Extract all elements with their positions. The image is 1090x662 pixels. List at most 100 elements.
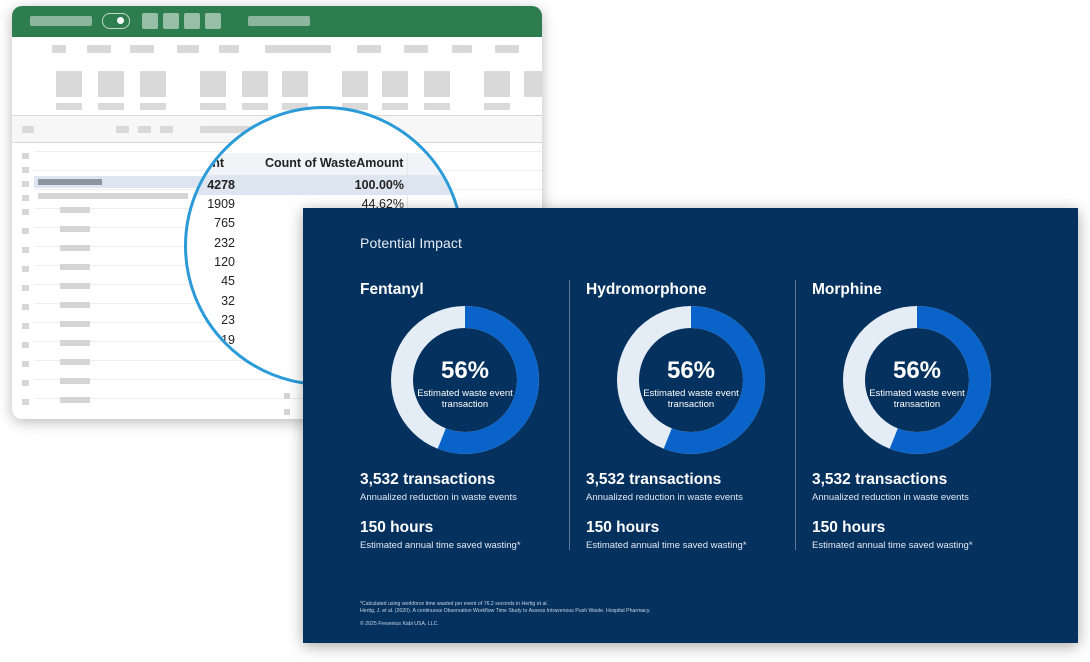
transactions-value: 3,532 transactions [360,471,496,488]
row-label [60,283,90,289]
pivot-row-count: 765 [214,216,235,230]
drug-name: Hydromorphone [586,281,707,298]
row-label [60,340,90,346]
toolbar-icon[interactable] [142,13,158,29]
ribbon-button[interactable] [484,71,510,97]
titlebar-placeholder [30,16,92,26]
drug-column-hydromorphone: Hydromorphone 56% Estimated waste event … [586,208,806,643]
row-label [38,179,102,185]
pivot-total-count: 4278 [207,178,235,192]
toolbar-icon[interactable] [163,13,179,29]
ribbon-label [140,103,166,110]
ribbon-button[interactable] [524,71,542,97]
donut-chart: 56% Estimated waste event transaction [616,305,766,455]
hours-description: Estimated annual time saved wasting* [812,540,973,551]
row-label [60,207,90,213]
drug-column-morphine: Morphine 56% Estimated waste event trans… [812,208,1032,643]
transactions-description: Annualized reduction in waste events [812,492,969,503]
row-label [60,359,90,365]
ribbon-tab[interactable] [495,45,519,53]
donut-arc [617,306,765,454]
ribbon-tab[interactable] [87,45,111,53]
ribbon-tab[interactable] [52,45,66,53]
ribbon-label [382,103,408,110]
ribbon-tab[interactable] [130,45,154,53]
ribbon-button[interactable] [56,71,82,97]
ribbon-tab[interactable] [265,45,331,53]
donut-arc [843,306,991,454]
footnote-calculation: *Calculated using workforce time wasted … [360,601,549,607]
ribbon-tab[interactable] [219,45,239,53]
pivot-row-count: 23 [221,313,235,327]
ribbon-button[interactable] [382,71,408,97]
transactions-value: 3,532 transactions [812,471,948,488]
footnote-copyright: © 2025 Fresenius Kabi USA, LLC. [360,621,439,627]
ribbon-button[interactable] [342,71,368,97]
slide-title: Potential Impact [360,235,462,251]
footnote-citation: Hertig, J. et al. (2020). A continuous O… [360,608,651,614]
pivot-total-percent: 100.00% [354,178,404,192]
ribbon-button[interactable] [282,71,308,97]
ribbon-label [484,103,510,110]
formula-icon[interactable] [160,126,173,133]
column-divider [569,280,570,550]
ribbon-label [282,103,308,110]
formula-input[interactable] [200,126,260,133]
donut-caption: Estimated waste event transaction [417,388,513,410]
ribbon-button[interactable] [242,71,268,97]
row-label [60,302,90,308]
row-label [60,264,90,270]
formula-icon[interactable] [138,126,151,133]
ribbon-label [242,103,268,110]
donut-caption: Estimated waste event transaction [869,388,965,410]
pivot-row-count: 19 [221,333,235,347]
pivot-row-count: 1909 [207,197,235,211]
donut-chart: 56% Estimated waste event transaction [842,305,992,455]
ribbon-label [98,103,124,110]
formula-icon[interactable] [116,126,129,133]
ribbon-label [342,103,368,110]
column-divider [795,280,796,550]
donut-chart: 56% Estimated waste event transaction [390,305,540,455]
ribbon-label [200,103,226,110]
ribbon-button[interactable] [424,71,450,97]
donut-percent: 56% [666,357,716,384]
impact-slide: Potential Impact Fentanyl 56% Estimated … [303,208,1078,643]
ribbon-tab[interactable] [452,45,472,53]
toolbar-icon[interactable] [205,13,221,29]
row-label [38,193,188,199]
donut-caption: Estimated waste event transaction [643,388,739,410]
ribbon [12,37,542,116]
ribbon-label [424,103,450,110]
ribbon-tab[interactable] [404,45,428,53]
ribbon-label [56,103,82,110]
ribbon-tab[interactable] [357,45,381,53]
pivot-total-row [187,175,461,195]
row-label [60,321,90,327]
hours-value: 150 hours [586,519,660,536]
pivot-row-count: 32 [221,294,235,308]
cell-marker [284,393,290,399]
donut-arc [391,306,539,454]
hours-value: 150 hours [812,519,886,536]
drug-column-fentanyl: Fentanyl 56% Estimated waste event trans… [360,208,580,643]
pivot-row-count: 120 [214,255,235,269]
donut-percent: 56% [440,357,490,384]
drug-name: Morphine [812,281,882,298]
row-label [60,226,90,232]
cell-marker [284,409,290,415]
toolbar-icon[interactable] [184,13,200,29]
row-label [60,245,90,251]
spreadsheet-titlebar [12,6,542,37]
transactions-value: 3,532 transactions [586,471,722,488]
name-box[interactable] [22,126,34,133]
ribbon-tab[interactable] [177,45,199,53]
ribbon-button[interactable] [200,71,226,97]
row-label [60,397,90,403]
hours-description: Estimated annual time saved wasting* [360,540,521,551]
ribbon-button[interactable] [98,71,124,97]
transactions-description: Annualized reduction in waste events [586,492,743,503]
autosave-toggle[interactable] [102,13,130,29]
hours-description: Estimated annual time saved wasting* [586,540,747,551]
ribbon-button[interactable] [140,71,166,97]
